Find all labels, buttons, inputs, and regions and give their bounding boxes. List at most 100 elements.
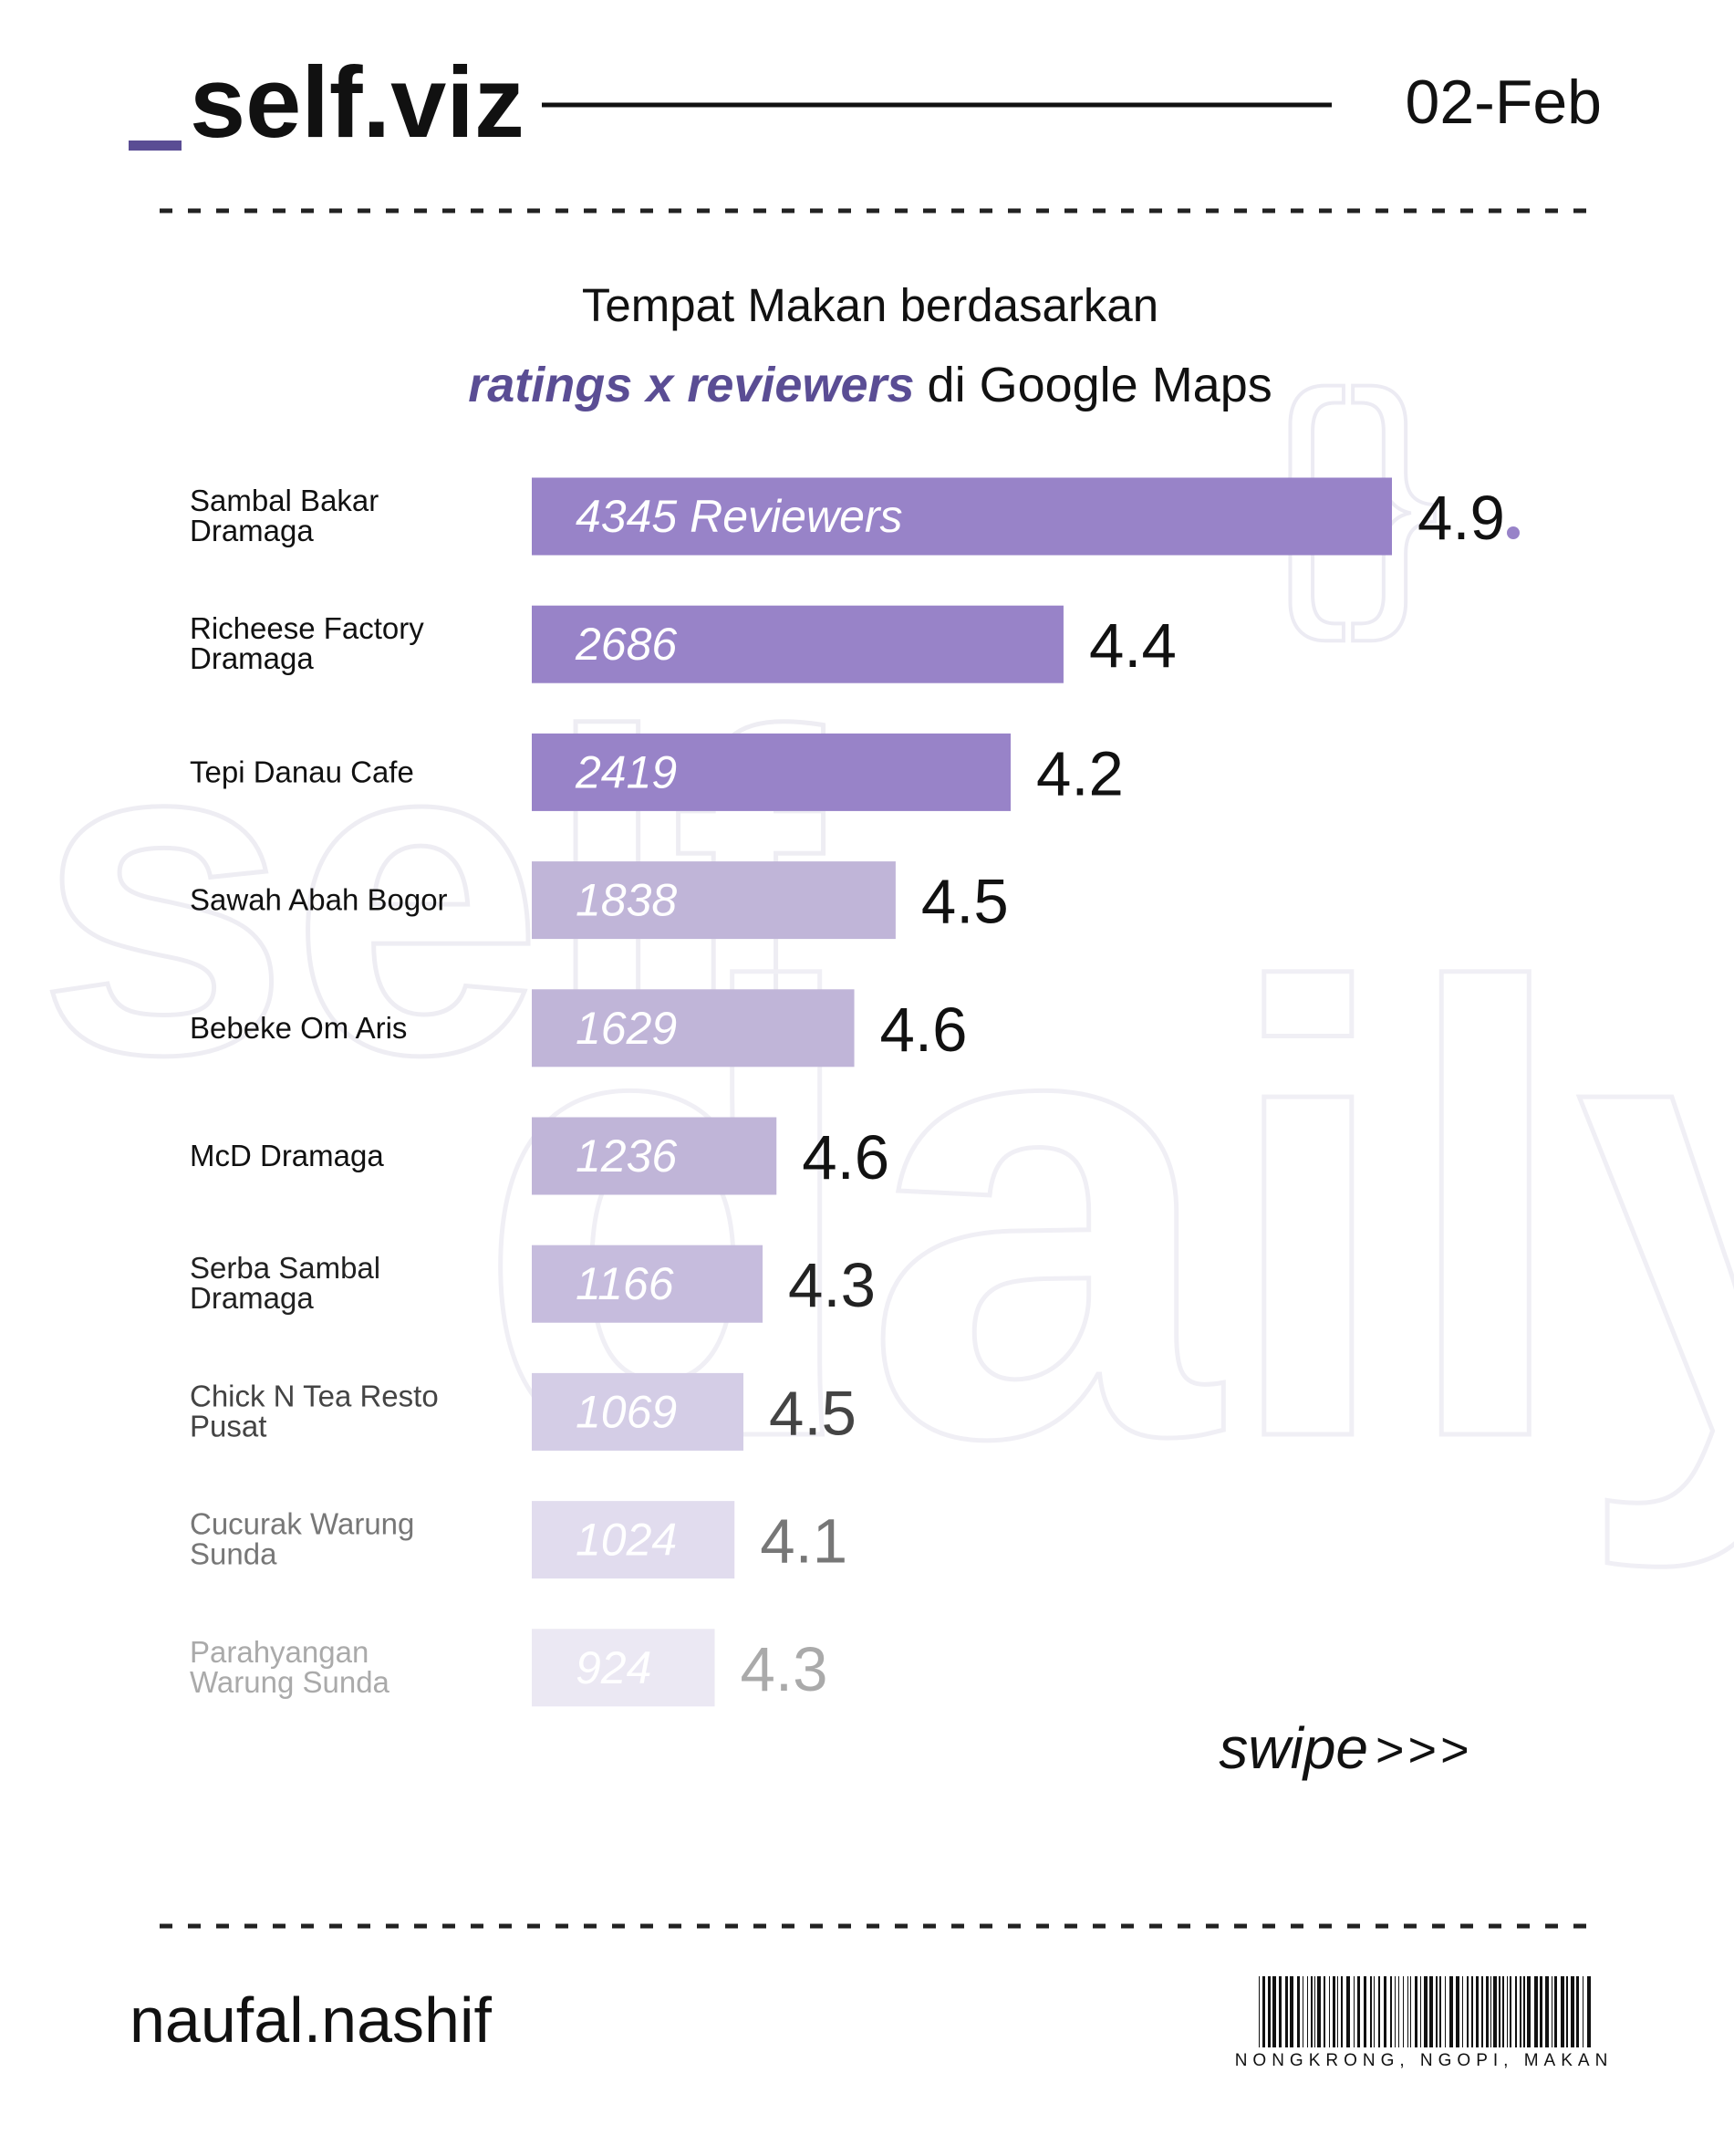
category-label: Bebeke Om Aris (190, 1011, 407, 1045)
swipe-arrows: >>> (1376, 1723, 1473, 1777)
rating-label: 4.3 (741, 1634, 828, 1704)
value-label: 1166 (576, 1258, 674, 1309)
value-label: 4345 Reviewers (576, 491, 903, 542)
barcode-bar (1554, 1976, 1557, 2047)
barcode-bar (1297, 1976, 1300, 2047)
rating-label: 4.6 (802, 1122, 889, 1193)
barcode-bar (1502, 1976, 1504, 2047)
barcode-bar (1481, 1976, 1483, 2047)
value-label: 2686 (575, 619, 677, 670)
barcode-bar (1333, 1976, 1335, 2047)
barcode-bar (1259, 1976, 1260, 2047)
barcode-bar (1476, 1976, 1479, 2047)
barcode-bar (1285, 1976, 1288, 2047)
barcode-bar (1398, 1976, 1399, 2047)
barcode-bar (1262, 1976, 1265, 2047)
bar (532, 733, 1011, 811)
barcode-bar (1490, 1976, 1491, 2047)
barcode-bar (1561, 1976, 1564, 2047)
barcode-bar (1486, 1976, 1489, 2047)
barcode-bar (1545, 1976, 1549, 2047)
barcode-bar (1364, 1976, 1366, 2047)
barcode-bar (1507, 1976, 1508, 2047)
barcode-bar (1445, 1976, 1446, 2047)
bar (532, 1245, 763, 1323)
swipe: swipe (1219, 1715, 1368, 1781)
barcode-bar (1462, 1976, 1463, 2047)
decor-dot (1507, 526, 1520, 539)
category-label: Tepi Danau Cafe (190, 755, 414, 788)
barcode-bar (1410, 1976, 1411, 2047)
brand-underscore (129, 141, 182, 151)
value-label: 1069 (576, 1386, 677, 1437)
bar (532, 1629, 715, 1707)
chart-title: Tempat Makan berdasarkan (582, 279, 1158, 331)
rating-label: 4.4 (1089, 610, 1177, 681)
barcode-bar (1370, 1976, 1372, 2047)
value-label: 924 (576, 1642, 651, 1693)
barcode-bar (1449, 1976, 1453, 2047)
barcode-bar (1403, 1976, 1404, 2047)
barcode-bar (1395, 1976, 1396, 2047)
bar (532, 1372, 744, 1451)
category-label: Richeese Factory Dramaga (190, 611, 424, 675)
bars: Sambal Bakar Dramaga 4345 Reviewers 4.9 Rich… (190, 477, 1505, 1707)
barcode-text: NONGKRONG, NGOPI, MAKAN (1235, 2051, 1614, 2070)
barcode-bar (1456, 1976, 1459, 2047)
barcode-bar (1311, 1976, 1313, 2047)
category-label: Chick N Tea Resto Pusat (190, 1379, 439, 1443)
value-label: 1629 (576, 1003, 677, 1054)
barcode-bar (1493, 1976, 1497, 2047)
barcode-bar (1571, 1976, 1574, 2047)
barcode-bar (1587, 1976, 1591, 2047)
barcode-bar (1384, 1976, 1386, 2047)
barcode-bar (1515, 1976, 1517, 2047)
barcode-bar (1429, 1976, 1433, 2047)
barcode-bar (1407, 1976, 1408, 2047)
value-label: 1838 (576, 875, 677, 926)
barcode-bar (1436, 1976, 1438, 2047)
rating-label: 4.6 (880, 995, 968, 1065)
category-label: Parahyangan Warung Sunda (190, 1635, 390, 1699)
barcode-bar (1471, 1976, 1473, 2047)
watermark: daily (474, 857, 1734, 1574)
rating-label: 4.5 (769, 1378, 857, 1448)
barcode-bar (1540, 1976, 1542, 2047)
barcode-bar (1324, 1976, 1325, 2047)
subtitle: di Google Maps (928, 358, 1272, 412)
value-label: 1024 (576, 1515, 677, 1566)
category-label: Cucurak Warung Sunda (190, 1507, 414, 1571)
barcode-bar (1307, 1976, 1308, 2047)
barcode-bar (1314, 1976, 1315, 2047)
barcode-bar (1317, 1976, 1321, 2047)
category-label: Sawah Abah Bogor (190, 883, 448, 917)
subtitle-emphasis: ratings x reviewers (468, 358, 914, 412)
rating-label: 4.2 (1036, 738, 1124, 808)
date: 02-Feb (1406, 68, 1602, 137)
barcode-bar (1268, 1976, 1271, 2047)
barcode-bar (1390, 1976, 1392, 2047)
barcode-bar (1279, 1976, 1282, 2047)
category-label: Sambal Bakar Dramaga (190, 484, 379, 547)
barcode-bar (1374, 1976, 1375, 2047)
barcode-bar (1329, 1976, 1330, 2047)
barcode-bar (1467, 1976, 1469, 2047)
brand: self.viz (190, 47, 524, 159)
barcode-bar (1576, 1976, 1579, 2047)
bar (532, 1501, 735, 1579)
chart-subtitle: ratings x reviewers di Google Maps (468, 358, 1272, 412)
category-label: Serba Sambal Dramaga (190, 1251, 380, 1315)
rating-label: 4.9 (1417, 483, 1505, 553)
barcode-bar (1290, 1976, 1293, 2047)
barcode-bar (1499, 1976, 1500, 2047)
bar (532, 861, 896, 940)
value-label: 2419 (575, 746, 677, 797)
barcode-bar (1534, 1976, 1538, 2047)
barcode-bar (1527, 1976, 1531, 2047)
rating-label: 4.3 (788, 1250, 876, 1320)
barcode-bar (1510, 1976, 1511, 2047)
bar (532, 989, 855, 1068)
bar (532, 1117, 777, 1195)
